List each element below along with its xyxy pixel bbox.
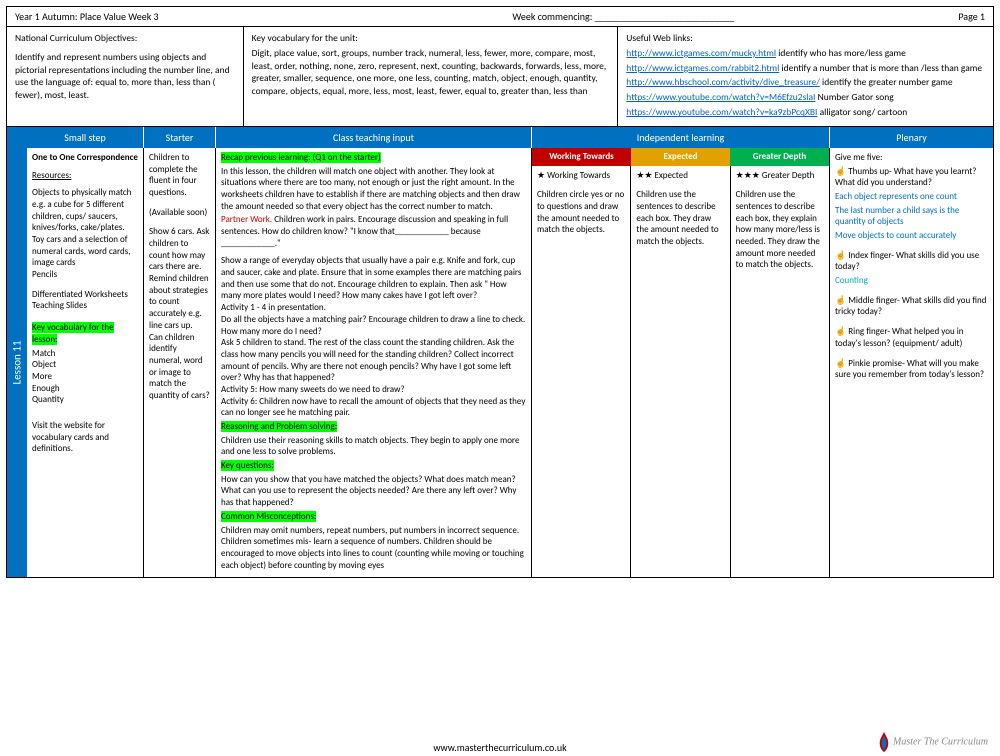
link-desc: Number Gator song (815, 91, 893, 103)
resources-body: Objects to physically match e.g. a cube … (32, 187, 138, 281)
plenary-thumbs: ☝ Thumbs up- What have you learnt? What … (835, 166, 988, 189)
col-header-indep: Independent learning (532, 127, 830, 148)
teaching-body2: Show a range of everyday objects that us… (221, 255, 526, 419)
miscon-body: Children may omit numbers, repeat number… (221, 525, 526, 572)
teaching-body1: In this lesson, the children will match … (221, 166, 526, 213)
keyvocab-body: Match Object More Enough Quantity (32, 348, 138, 406)
web-link[interactable]: http://www.ictgames.com/rabbit2.html (626, 62, 779, 74)
exp-label: ★★ Expected (636, 170, 724, 182)
lesson-plan-page: Year 1 Autumn: Place Value Week 3 Week c… (6, 6, 994, 578)
plenary-blue1: Each object represents one count (835, 191, 988, 203)
link-desc: identify a number that is more than /les… (779, 62, 982, 74)
week-blank: ____________________________ (595, 10, 734, 23)
gd-header: Greater Depth (730, 148, 829, 166)
links-title: Useful Web links: (626, 32, 985, 45)
web-link[interactable]: http://www.ictgames.com/mucky.html (626, 47, 776, 59)
gd-cell: ★★★ Greater Depth Children use the sente… (731, 166, 829, 578)
link-desc: identify the greater number game (820, 76, 953, 88)
top-info-section: National Curriculum Objectives: Identify… (7, 27, 993, 127)
gd-label: ★★★ Greater Depth (736, 170, 824, 182)
website-note: Visit the website for vocabulary cards a… (32, 420, 138, 455)
page-footer: www.masterthecurriculum.co.uk (0, 741, 1000, 754)
brand-text: Master The Curriculum (893, 736, 988, 747)
starter-p2: (Available soon) (149, 207, 210, 219)
lesson-content: One to One Correspondence Resources: Obj… (27, 148, 993, 577)
page-number: Page 1 (894, 7, 993, 26)
exp-header: Expected (631, 148, 730, 166)
web-link[interactable]: http://www.hbschool.com/activity/dive_tr… (626, 76, 820, 88)
plenary-blue2: The last number a child says is the quan… (835, 205, 988, 228)
keyq-body: How can you show that you have matched t… (221, 474, 526, 509)
teaching-cell: Recap previous learning: (Q1 on the star… (216, 148, 532, 577)
recap-highlight: Recap previous learning: (Q1 on the star… (221, 152, 381, 163)
keyq-highlight: Key questions: (221, 460, 274, 471)
starter-p3: Show 6 cars. Ask children to count how m… (149, 226, 210, 401)
page-header: Year 1 Autumn: Place Value Week 3 Week c… (7, 7, 993, 27)
reasoning-body: Children use their reasoning skills to m… (221, 435, 526, 458)
flame-icon (877, 732, 891, 752)
col-header-smallstep: Small step (27, 127, 144, 148)
smallstep-title: One to One Correspondence (32, 152, 138, 164)
plenary-index: ☝ Index finger- What skills did you use … (835, 250, 988, 273)
reasoning-highlight: Reasoning and Problem solving: (221, 421, 337, 432)
column-header-row: Small step Starter Class teaching input … (7, 127, 993, 148)
col-header-starter: Starter (144, 127, 216, 148)
gd-body: Children use the sentences to describe e… (736, 189, 824, 271)
plenary-pinkie: ☝ Pinkie promise- What will you make sur… (835, 358, 988, 381)
partner-label: Partner Work. (221, 214, 272, 225)
col-header-teaching: Class teaching input (216, 127, 532, 148)
web-link[interactable]: https://www.youtube.com/watch?v=ka9zbPcq… (626, 106, 817, 118)
nco-body: Identify and represent numbers using obj… (15, 51, 235, 102)
column-headers: Small step Starter Class teaching input … (27, 127, 993, 148)
wt-header: Working Towards (532, 148, 631, 166)
web-link[interactable]: https://www.youtube.com/watch?v=M6Efzu2s… (626, 91, 815, 103)
wt-body: Children circle yes or no to questions a… (537, 189, 625, 236)
exp-body: Children use the sentences to describe e… (636, 189, 724, 247)
link-desc: alligator song/ cartoon (817, 106, 907, 118)
vocab-box: Key vocabulary for the unit: Digit, plac… (244, 27, 619, 126)
vocab-title: Key vocabulary for the unit: (252, 32, 610, 45)
plenary-cell: Give me five: ☝ Thumbs up- What have you… (830, 148, 993, 577)
plenary-counting: Counting (835, 275, 988, 287)
week-label: Week commencing: (512, 10, 592, 23)
keyvocab-label: Key vocabulary for the lesson: (32, 322, 114, 345)
brand-logo: Master The Curriculum (877, 732, 989, 752)
plenary-ring: ☝ Ring finger- What helped you in today'… (835, 326, 988, 349)
indep-subheader: Working Towards Expected Greater Depth (532, 148, 829, 166)
wt-label: ★ Working Towards (537, 170, 625, 182)
starter-p1: Children to complete the fluent in four … (149, 152, 210, 199)
col-header-plenary: Plenary (830, 127, 993, 148)
independent-cell: Working Towards Expected Greater Depth ★… (532, 148, 830, 577)
doc-title: Year 1 Autumn: Place Value Week 3 (7, 7, 352, 26)
week-commencing: Week commencing: _______________________… (352, 7, 894, 26)
smallstep-cell: One to One Correspondence Resources: Obj… (27, 148, 144, 577)
starter-cell: Children to complete the fluent in four … (144, 148, 216, 577)
resources-label: Resources: (32, 170, 138, 182)
vocab-body: Digit, place value, sort, groups, number… (252, 47, 610, 98)
plenary-intro: Give me five: (835, 152, 988, 164)
weblinks-box: Useful Web links: http://www.ictgames.co… (618, 27, 993, 126)
link-desc: identify who has more/less game (776, 47, 906, 59)
diff-resources: Differentiated Worksheets Teaching Slide… (32, 289, 138, 312)
exp-cell: ★★ Expected Children use the sentences t… (631, 166, 730, 578)
plenary-middle: ☝ Middle finger- What skills did you fin… (835, 295, 988, 318)
lesson-number-tab: Lesson 11 (7, 148, 27, 577)
lesson-number: Lesson 11 (11, 341, 24, 385)
nco-title: National Curriculum Objectives: (15, 32, 235, 45)
lesson-tab-spacer (7, 127, 27, 148)
lesson-row: Lesson 11 One to One Correspondence Reso… (7, 148, 993, 577)
miscon-highlight: Common Misconceptions: (221, 511, 316, 522)
nco-box: National Curriculum Objectives: Identify… (7, 27, 244, 126)
wt-cell: ★ Working Towards Children circle yes or… (532, 166, 631, 578)
indep-body: ★ Working Towards Children circle yes or… (532, 166, 829, 578)
plenary-blue3: Move objects to count accurately (835, 230, 988, 242)
